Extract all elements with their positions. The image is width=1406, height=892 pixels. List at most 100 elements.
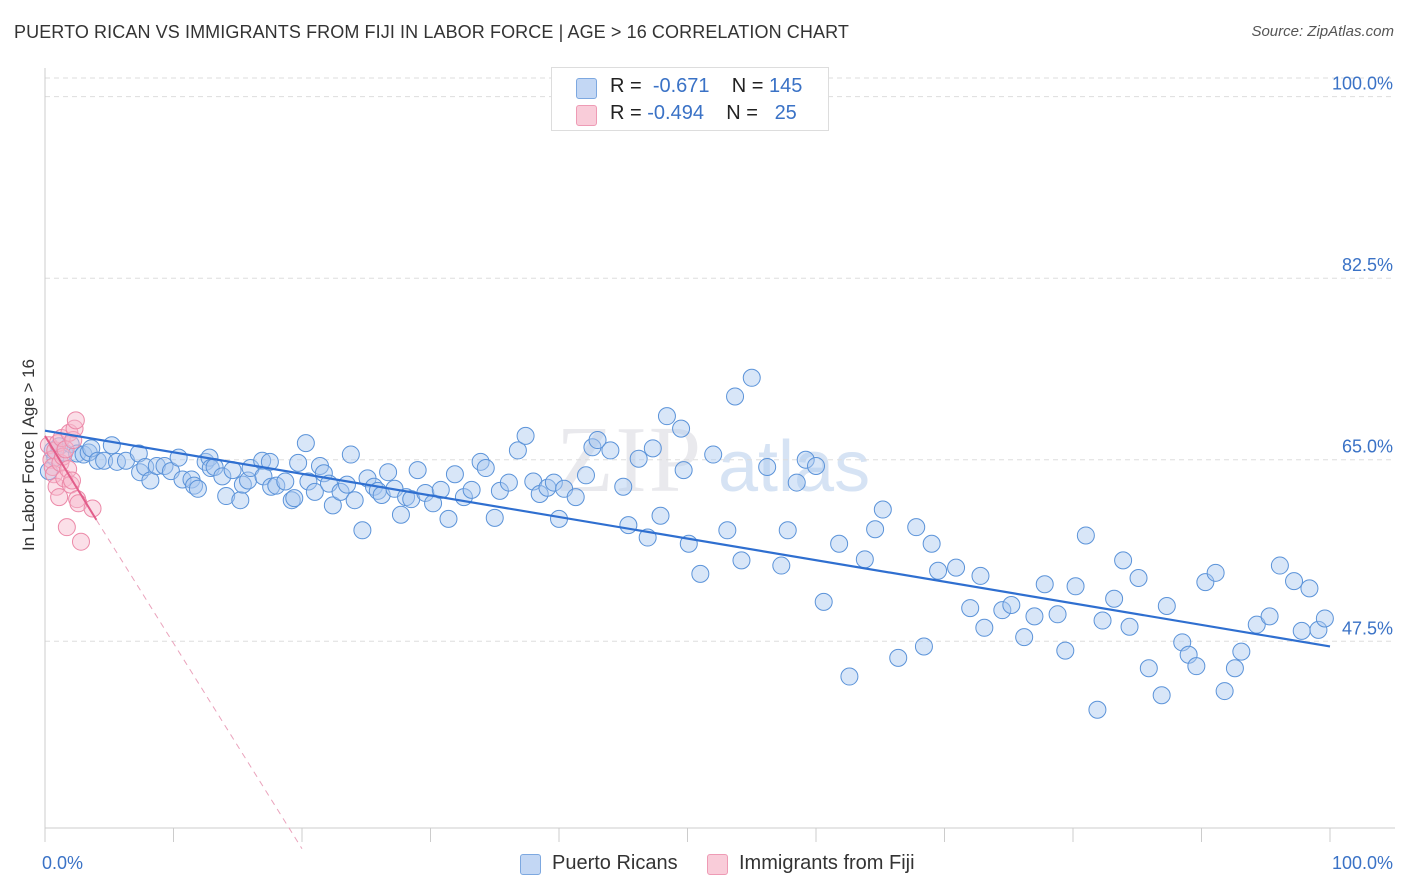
puerto-rican-point — [231, 491, 250, 510]
puerto-rican-trend-line — [44, 429, 1331, 648]
puerto-rican-point — [1232, 642, 1251, 661]
puerto-rican-point — [217, 487, 236, 506]
puerto-rican-point — [588, 431, 607, 450]
legend-r-label: R = — [610, 102, 642, 124]
puerto-rican-point — [260, 452, 279, 471]
puerto-rican-point — [282, 491, 301, 510]
puerto-rican-point — [961, 599, 980, 618]
puerto-rican-point — [1315, 609, 1334, 628]
legend-n-value: 145 — [769, 75, 803, 97]
puerto-rican-point — [778, 521, 797, 540]
puerto-rican-point — [391, 505, 410, 524]
pink-swatch — [576, 105, 597, 126]
blue-swatch — [576, 78, 597, 99]
puerto-rican-point — [1093, 611, 1112, 630]
puerto-rican-point — [262, 477, 281, 496]
puerto-rican-point — [1129, 569, 1148, 587]
fiji-point — [71, 532, 90, 551]
puerto-rican-point — [88, 451, 107, 470]
puerto-rican-point — [1196, 573, 1215, 592]
puerto-rican-point — [866, 520, 885, 539]
puerto-rican-point — [253, 451, 272, 470]
puerto-rican-point — [107, 452, 126, 471]
puerto-rican-point — [305, 482, 324, 501]
legend-row-puerto-ricans: R = -0.671 N = 145 — [576, 75, 802, 101]
legend-r-value: -0.671 — [652, 75, 710, 97]
puerto-rican-point — [1056, 641, 1075, 660]
puerto-rican-point — [499, 473, 518, 492]
puerto-rican-point — [929, 561, 948, 580]
puerto-rican-point — [1076, 526, 1095, 545]
puerto-ricans-points — [39, 368, 1334, 719]
puerto-rican-point — [614, 477, 633, 496]
puerto-rican-point — [1088, 700, 1107, 719]
puerto-rican-point — [907, 518, 926, 537]
puerto-rican-point — [840, 667, 859, 686]
legend-n-label: N = — [726, 102, 758, 124]
puerto-rican-point — [1025, 607, 1044, 626]
puerto-rican-point — [855, 550, 874, 569]
puerto-rican-point — [601, 441, 620, 460]
puerto-rican-point — [830, 534, 849, 553]
puerto-rican-point — [102, 436, 121, 455]
puerto-rican-point — [408, 461, 427, 480]
puerto-rican-point — [691, 564, 710, 583]
puerto-rican-point — [1120, 617, 1139, 636]
tick-labels: 100.0% 82.5% 65.0% 47.5% 0.0% 100.0% In Labor … — [19, 74, 1393, 873]
puerto-rican-point — [732, 551, 751, 570]
y-axis-title: In Labor Force | Age > 16 — [19, 359, 38, 551]
puerto-rican-point — [619, 516, 638, 535]
y-tick-label: 100.0% — [1332, 74, 1393, 94]
puerto-rican-point — [975, 618, 994, 637]
puerto-rican-point — [971, 566, 990, 585]
fiji-point — [66, 411, 85, 430]
correlation-legend: R = -0.671 N = 145 R = -0.494 N = 25 — [551, 67, 829, 131]
y-tick-label: 65.0% — [1342, 437, 1393, 457]
puerto-rican-point — [296, 434, 315, 453]
puerto-rican-point — [95, 451, 114, 470]
puerto-rican-point — [508, 441, 527, 460]
puerto-rican-point — [1285, 572, 1304, 591]
puerto-rican-point — [544, 473, 563, 492]
legend-row-fiji: R = -0.494 N = 25 — [576, 102, 797, 128]
puerto-rican-point — [516, 426, 535, 445]
puerto-rican-point — [1105, 589, 1124, 608]
watermark-atlas: atlas — [718, 427, 870, 507]
puerto-rican-point — [462, 480, 481, 499]
puerto-rican-point — [341, 445, 360, 464]
x-tick-label: 0.0% — [42, 853, 83, 873]
puerto-rican-point — [213, 467, 232, 486]
trend-lines — [44, 429, 1331, 850]
puerto-rican-point — [814, 592, 833, 611]
puerto-rican-point — [1139, 659, 1158, 678]
puerto-rican-point — [787, 473, 806, 492]
puerto-rican-point — [1002, 595, 1021, 614]
puerto-rican-point — [1225, 659, 1244, 678]
legend-n-label: N = — [731, 75, 764, 97]
fiji-point — [50, 488, 69, 507]
puerto-rican-point — [672, 419, 691, 438]
puerto-rican-point — [889, 648, 908, 667]
puerto-rican-point — [267, 476, 286, 495]
puerto-rican-point — [285, 489, 304, 508]
fiji-point — [59, 460, 78, 479]
y-tick-label: 47.5% — [1342, 618, 1393, 638]
puerto-rican-point — [651, 506, 670, 525]
puerto-rican-point — [1270, 556, 1289, 575]
fiji-trend-extension — [95, 519, 303, 850]
fiji-trend-line — [44, 435, 98, 521]
puerto-rican-point — [674, 461, 693, 480]
puerto-rican-point — [718, 521, 737, 540]
puerto-rican-point — [476, 459, 495, 478]
puerto-rican-point — [1152, 686, 1171, 705]
puerto-rican-point — [704, 445, 723, 464]
legend-r-label: R = — [610, 75, 642, 97]
puerto-rican-point — [445, 465, 464, 484]
puerto-rican-point — [1260, 607, 1279, 626]
gridlines — [45, 77, 1395, 642]
puerto-rican-point — [807, 456, 825, 475]
puerto-rican-point — [439, 509, 458, 528]
puerto-rican-point — [485, 508, 504, 527]
x-tick-label: 100.0% — [1332, 853, 1393, 873]
